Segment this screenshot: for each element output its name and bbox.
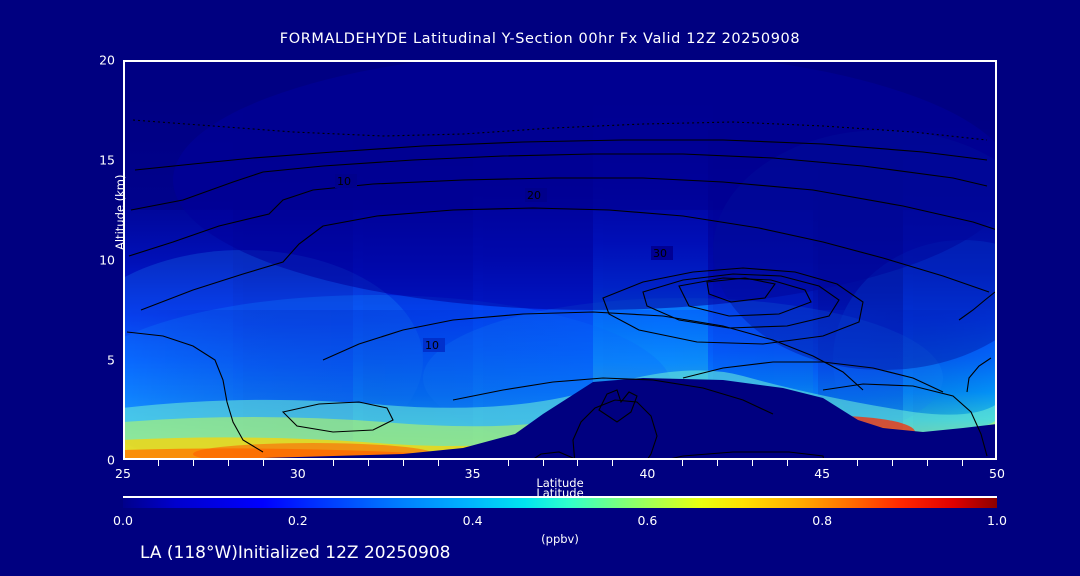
figure-caption: LA (118°W)Initialized 12Z 20250908 [140, 543, 451, 563]
colorbar-tick-4: 0.8 [812, 513, 833, 528]
x-tick-40: 40 [639, 466, 656, 481]
colorbar-title: Latitude [536, 476, 584, 490]
y-tick-5: 5 [107, 352, 115, 368]
y-tick-15: 15 [99, 152, 115, 168]
x-tick-25: 25 [115, 466, 131, 481]
terrain-mask [123, 378, 997, 460]
colorbar-tick-1: 0.2 [287, 513, 308, 528]
x-tick-50: 50 [989, 466, 1005, 481]
x-minor-tick [437, 460, 439, 466]
x-minor-tick [717, 460, 719, 466]
contour-labels: 10 20 30 10 [335, 174, 673, 352]
upper-core [173, 60, 997, 310]
x-minor-tick [577, 460, 579, 466]
x-minor-tick [752, 460, 754, 466]
field-layers: 10 20 30 10 [123, 60, 997, 460]
x-tick-30: 30 [289, 466, 306, 481]
x-minor-tick [787, 460, 789, 466]
x-minor-tick [612, 460, 614, 466]
plot-area: 10 20 30 10 0 5 10 15 20 Altitude (km) 2… [99, 53, 1005, 501]
x-minor-tick [892, 460, 894, 466]
colorbar-tick-3: 0.6 [637, 513, 658, 528]
x-minor-tick [227, 460, 229, 466]
x-minor-tick [857, 460, 859, 466]
svg-text:30: 30 [653, 247, 667, 260]
x-minor-tick [157, 460, 159, 466]
svg-text:10: 10 [337, 175, 351, 188]
x-minor-tick [367, 460, 369, 466]
colorbar-tick-2: 0.4 [462, 513, 483, 528]
chart-title: FORMALDEHYDE Latitudinal Y-Section 00hr … [279, 31, 801, 47]
x-minor-tick [542, 460, 544, 466]
y-tick-10: 10 [99, 252, 115, 268]
svg-text:20: 20 [527, 189, 541, 202]
x-minor-tick [682, 460, 684, 466]
y-tick-0: 0 [107, 452, 115, 468]
colorbar-unit-label: (ppbv) [541, 532, 579, 546]
x-minor-tick [192, 460, 194, 466]
x-minor-tick [402, 460, 404, 466]
wind-contours [126, 119, 997, 460]
field-svg: 10 20 30 10 [123, 60, 997, 460]
x-minor-tick [927, 460, 929, 466]
colorbar: Latitude 0.0 0.2 0.4 0.6 0.8 1.0 (ppbv) [113, 476, 1007, 546]
x-minor-tick [262, 460, 264, 466]
colorbar-tick-5: 1.0 [987, 513, 1007, 528]
colorbar-gradient [123, 496, 997, 508]
x-minor-tick [332, 460, 334, 466]
colorbar-tick-0: 0.0 [113, 513, 133, 528]
formaldehyde-field: 10 20 30 10 [123, 60, 997, 460]
plot-frame [123, 60, 997, 460]
x-minor-tick [507, 460, 509, 466]
x-tick-35: 35 [464, 466, 481, 481]
x-minor-tick [962, 460, 964, 466]
svg-text:10: 10 [425, 339, 439, 352]
y-tick-20: 20 [99, 52, 115, 68]
y-axis-label: Altitude (km) [113, 174, 127, 250]
x-tick-45: 45 [814, 466, 831, 481]
